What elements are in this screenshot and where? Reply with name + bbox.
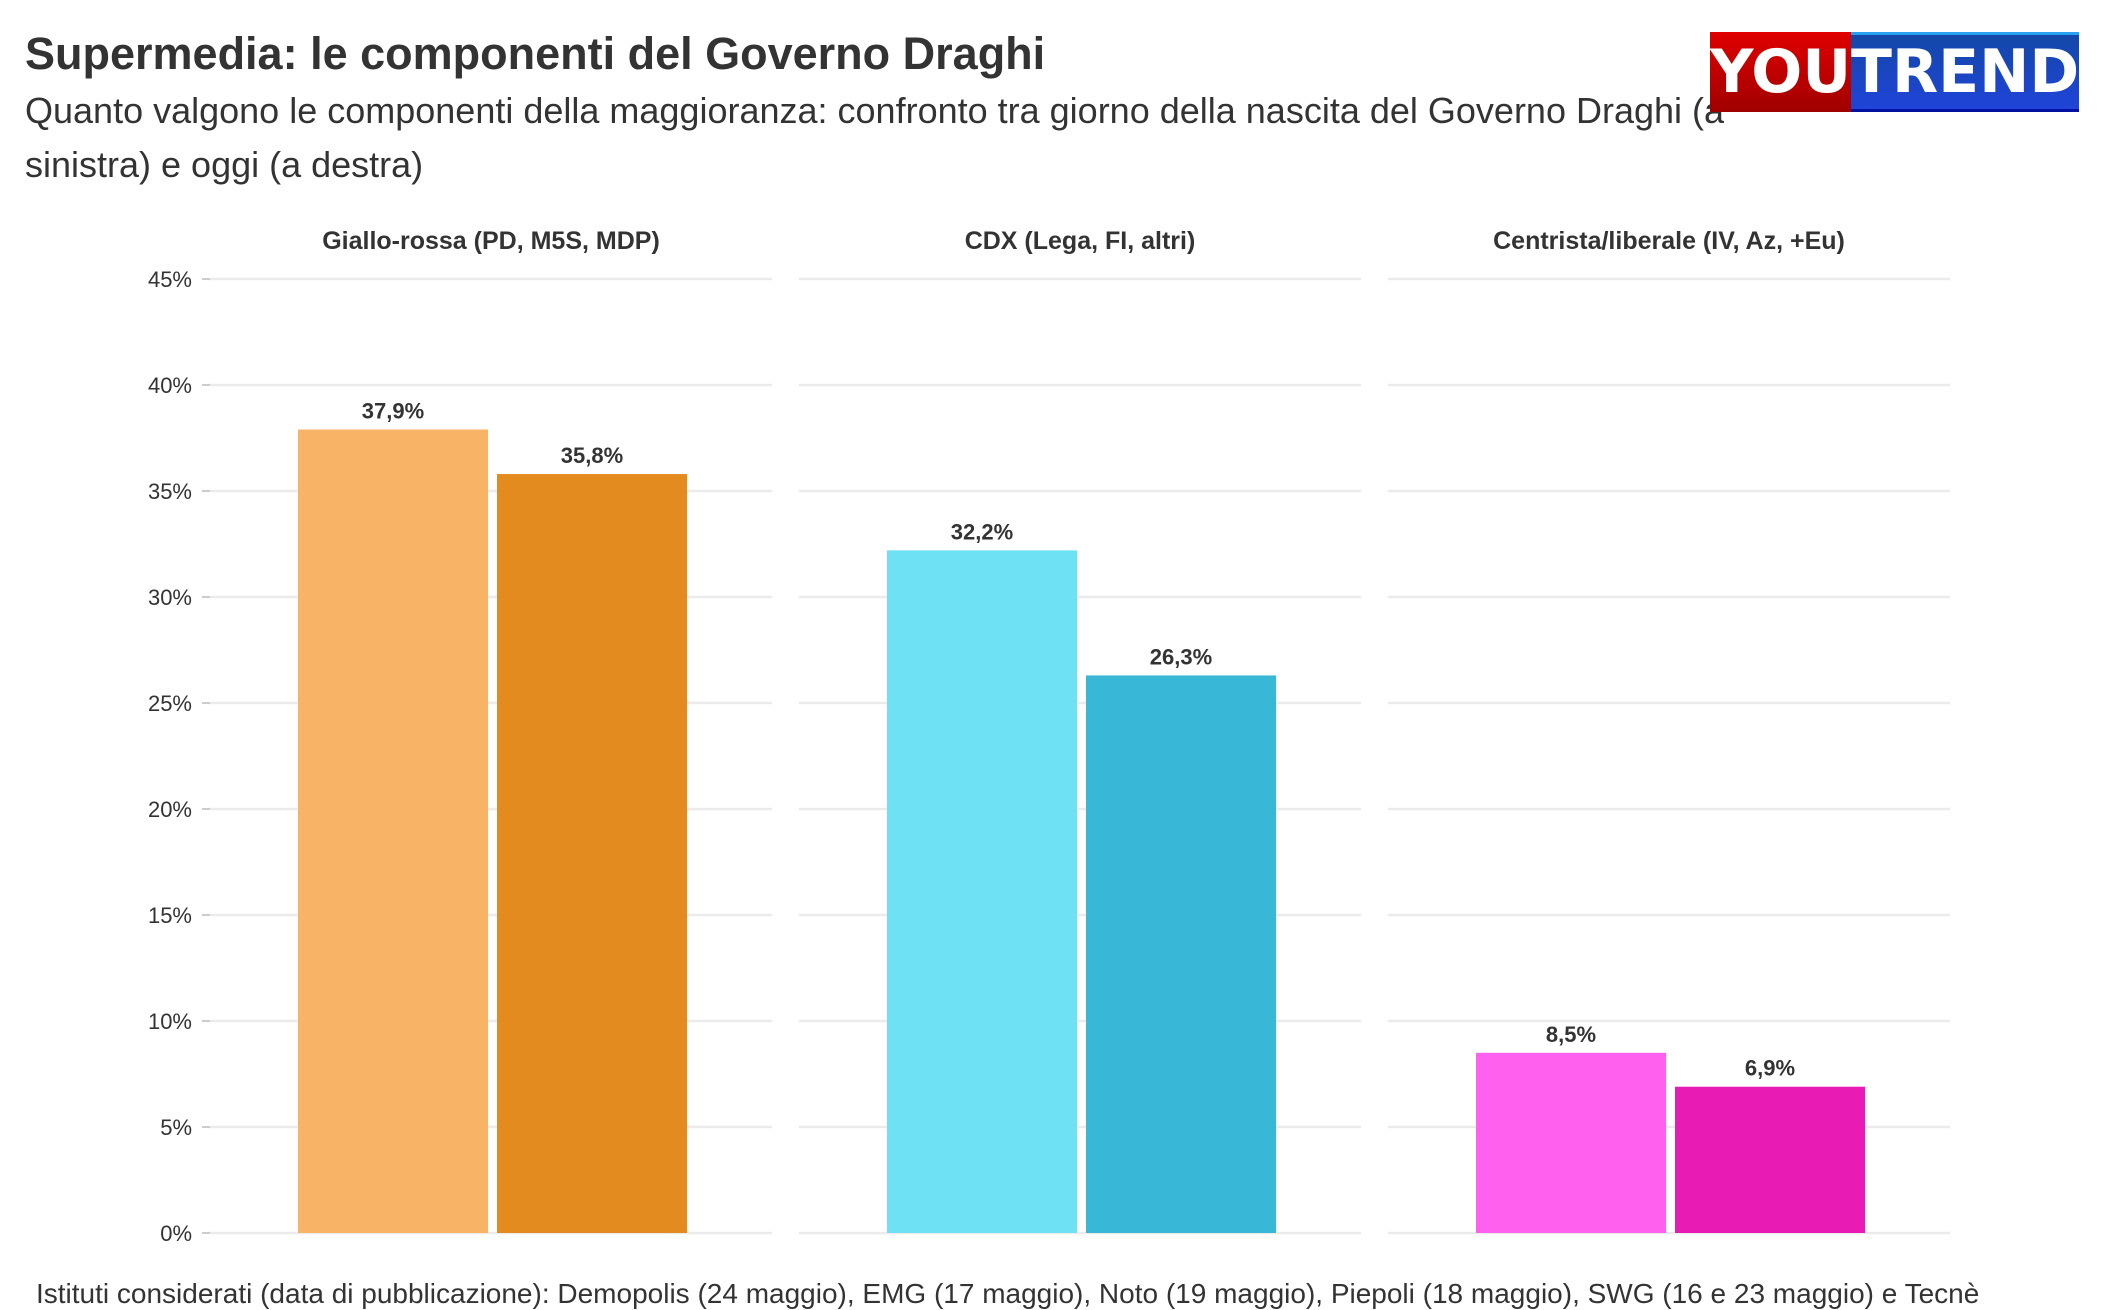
source-caption: Istituti considerati (data di pubblicazi… xyxy=(36,1278,1980,1309)
data-label: 32,2% xyxy=(951,519,1013,544)
youtrend-logo: YOU TREND xyxy=(1710,32,2080,112)
y-tick-label: 30% xyxy=(148,585,192,610)
data-label: 8,5% xyxy=(1546,1022,1596,1047)
y-tick-label: 35% xyxy=(148,479,192,504)
chart-subtitle: Quanto valgono le componenti della maggi… xyxy=(25,90,1725,185)
data-label: 37,9% xyxy=(362,399,424,424)
facet-title: CDX (Lega, FI, altri) xyxy=(965,227,1196,255)
y-tick-label: 40% xyxy=(148,373,192,398)
bar xyxy=(1086,675,1276,1233)
chart-title: Supermedia: le componenti del Governo Dr… xyxy=(25,28,1046,79)
bar xyxy=(497,474,687,1233)
y-tick-label: 10% xyxy=(148,1009,192,1034)
y-tick-label: 5% xyxy=(160,1115,192,1140)
y-tick-label: 15% xyxy=(148,903,192,928)
bar xyxy=(1675,1086,1865,1233)
data-label: 6,9% xyxy=(1745,1056,1795,1081)
bar xyxy=(1476,1052,1666,1233)
data-label: 26,3% xyxy=(1150,644,1212,669)
logo-you: YOU xyxy=(1710,32,1852,112)
bar xyxy=(887,550,1077,1233)
y-tick-label: 0% xyxy=(160,1221,192,1246)
bar xyxy=(298,429,488,1233)
y-tick-label: 25% xyxy=(148,691,192,716)
logo-trend: TREND xyxy=(1851,32,2080,112)
y-tick-label: 45% xyxy=(148,267,192,292)
facet-title: Giallo-rossa (PD, M5S, MDP) xyxy=(322,227,660,255)
y-tick-label: 20% xyxy=(148,797,192,822)
facet-title: Centrista/liberale (IV, Az, +Eu) xyxy=(1493,227,1845,255)
data-label: 35,8% xyxy=(561,443,623,468)
